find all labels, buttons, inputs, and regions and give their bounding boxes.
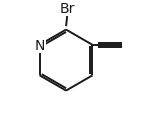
Text: N: N <box>35 39 45 52</box>
Text: Br: Br <box>59 2 75 16</box>
